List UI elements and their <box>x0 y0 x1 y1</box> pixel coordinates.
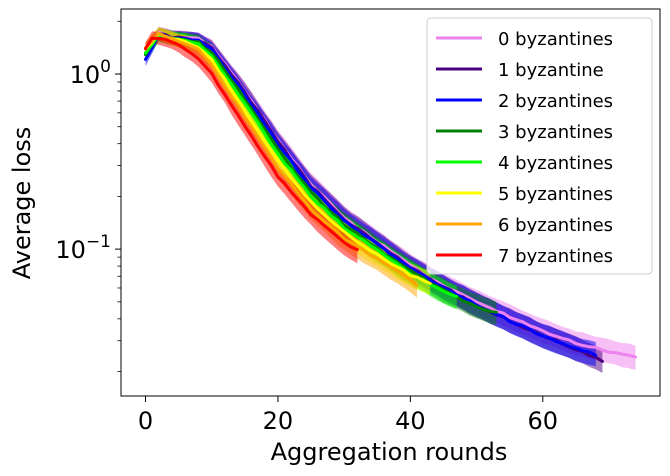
legend-label: 6 byzantines <box>498 215 613 236</box>
legend-label: 3 byzantines <box>498 122 613 143</box>
x-tick-label: 40 <box>395 407 426 435</box>
y-axis-label: Average loss <box>8 127 36 280</box>
legend-label: 7 byzantines <box>498 246 613 267</box>
y-tick-label: 100 <box>70 57 111 89</box>
x-tick-label: 0 <box>138 407 153 435</box>
x-axis-label: Aggregation rounds <box>271 438 508 466</box>
legend: 0 byzantines 1 byzantine 2 byzantines 3 byz… <box>426 17 653 275</box>
series-line-7 <box>144 36 359 252</box>
legend-label: 5 byzantines <box>498 184 613 205</box>
x-tick-label: 20 <box>263 407 294 435</box>
y-axis: 100 10−1 <box>55 20 121 372</box>
x-axis: 0 20 40 60 <box>138 396 558 435</box>
legend-label: 0 byzantines <box>498 29 613 50</box>
legend-box <box>426 17 653 275</box>
plot-frame <box>120 8 661 397</box>
series-line-6 <box>144 31 419 288</box>
x-tick-label: 60 <box>528 407 559 435</box>
legend-label: 2 byzantines <box>498 91 613 112</box>
y-tick-label: 10−1 <box>55 232 111 264</box>
band-0 <box>145 26 636 371</box>
legend-label: 1 byzantine <box>498 60 604 81</box>
series-lines <box>144 30 637 363</box>
legend-label: 4 byzantines <box>498 153 613 174</box>
